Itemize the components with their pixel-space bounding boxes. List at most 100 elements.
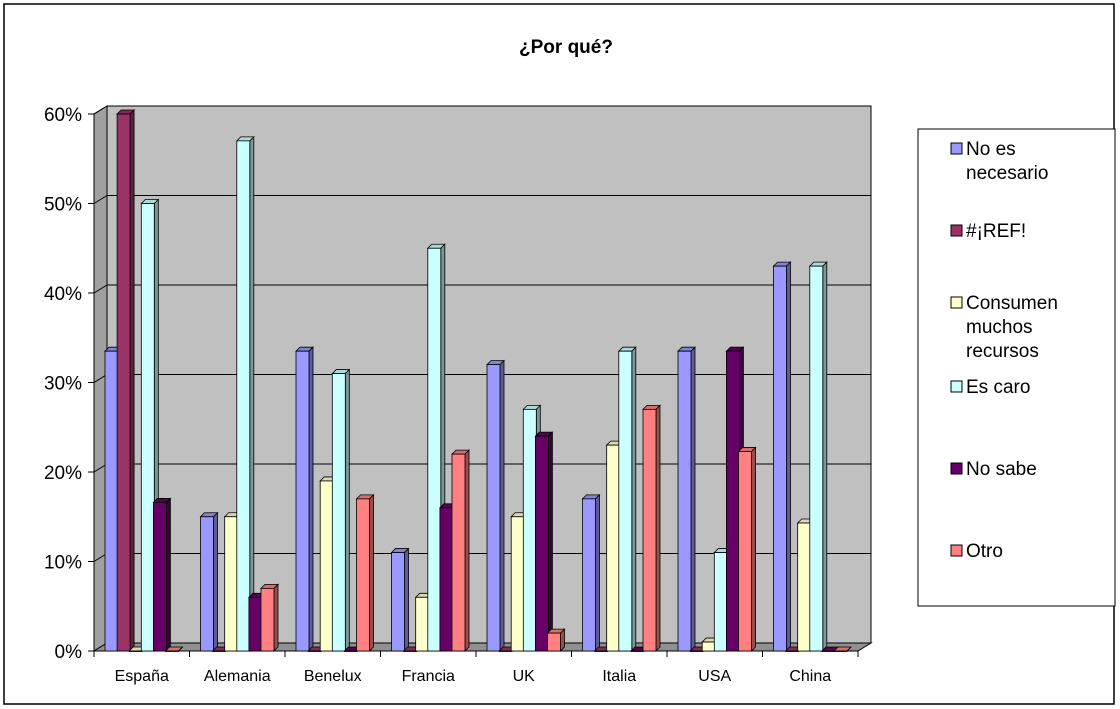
gridline-side bbox=[93, 284, 108, 294]
bar bbox=[677, 346, 696, 652]
legend-label: muchos bbox=[966, 317, 1033, 338]
legend-item: Consumen muchos recursos bbox=[950, 293, 1058, 362]
bar bbox=[642, 404, 661, 652]
bar-front bbox=[331, 373, 346, 652]
bar-side bbox=[690, 346, 696, 652]
bar bbox=[808, 261, 828, 652]
bar-side bbox=[129, 109, 135, 652]
bar-side bbox=[249, 135, 255, 652]
bar-side bbox=[369, 493, 374, 652]
bar bbox=[331, 368, 351, 652]
bar-front bbox=[833, 650, 848, 652]
legend-item: Otro bbox=[950, 541, 1003, 562]
bar-front bbox=[821, 650, 836, 652]
legend-box bbox=[917, 128, 1116, 607]
legend-item: Es caro bbox=[950, 377, 1030, 398]
bar bbox=[295, 346, 314, 652]
bar-front bbox=[642, 408, 657, 652]
bar-front bbox=[630, 650, 645, 652]
legend-label: No es bbox=[966, 139, 1016, 160]
legend-item: No es necesario bbox=[950, 139, 1048, 184]
legend-swatch bbox=[950, 296, 963, 309]
legend-swatch bbox=[950, 224, 963, 237]
bar-side bbox=[560, 628, 565, 652]
bar bbox=[152, 497, 172, 652]
bar-front bbox=[260, 587, 275, 652]
bar-front bbox=[689, 650, 704, 652]
legend-label: #¡REF! bbox=[966, 221, 1026, 242]
bar bbox=[546, 628, 566, 652]
bar-side bbox=[308, 346, 314, 652]
x-tick-label: UK bbox=[513, 668, 536, 685]
bar-side bbox=[464, 449, 470, 652]
legend-swatch bbox=[950, 462, 963, 475]
bar-front bbox=[343, 650, 358, 652]
bar-side bbox=[178, 646, 183, 652]
bar-front bbox=[582, 498, 596, 652]
bar bbox=[534, 431, 554, 652]
legend-label: necesario bbox=[966, 163, 1048, 184]
bar-front bbox=[522, 408, 537, 652]
bar bbox=[451, 449, 470, 652]
bar-front bbox=[307, 650, 322, 652]
bar-front bbox=[104, 350, 119, 652]
legend-swatch bbox=[950, 544, 963, 557]
y-tick-label: 0% bbox=[55, 642, 83, 663]
bar-front bbox=[128, 650, 143, 652]
bar bbox=[581, 493, 601, 652]
y-tick-label: 40% bbox=[44, 284, 82, 305]
bar bbox=[260, 583, 279, 652]
bar bbox=[199, 511, 219, 652]
bar bbox=[355, 493, 375, 652]
bar-front bbox=[677, 350, 692, 652]
bar-front bbox=[427, 247, 442, 652]
chart-title: ¿Por qué? bbox=[519, 37, 613, 58]
bar-front bbox=[415, 596, 430, 652]
legend-swatch bbox=[950, 380, 963, 393]
bar bbox=[235, 135, 255, 652]
bar bbox=[164, 646, 184, 652]
y-tick-label: 60% bbox=[44, 105, 82, 126]
bar bbox=[390, 547, 410, 652]
legend: No es necesario #¡REF! Consumen muchos recurs… bbox=[917, 128, 1116, 607]
bar-front bbox=[236, 140, 251, 652]
gridline-side bbox=[93, 105, 108, 115]
x-tick-label: Benelux bbox=[304, 668, 362, 685]
legend-label: recursos bbox=[966, 341, 1039, 362]
x-tick-label: Alemania bbox=[204, 668, 271, 685]
bar-front bbox=[486, 364, 501, 652]
bar bbox=[772, 261, 792, 652]
bar-front bbox=[319, 480, 334, 652]
bar bbox=[617, 346, 637, 652]
plot-area: 0% 10% 20% 30% 40% 50% 60% España Alemania Benelu… bbox=[44, 105, 873, 685]
bar-side bbox=[213, 511, 218, 652]
legend-label: No sabe bbox=[966, 459, 1037, 480]
bar bbox=[486, 359, 505, 652]
bar bbox=[833, 646, 852, 652]
bar-front bbox=[152, 502, 167, 652]
bar-front bbox=[439, 507, 454, 652]
x-tick-label: China bbox=[789, 668, 831, 685]
bar-side bbox=[499, 359, 505, 652]
legend-label: Es caro bbox=[966, 377, 1030, 398]
bar-front bbox=[606, 444, 621, 652]
bar-side bbox=[846, 646, 852, 652]
bar-side bbox=[751, 446, 756, 652]
bar-front bbox=[738, 451, 752, 652]
bar-side bbox=[165, 497, 171, 652]
y-tick-label: 30% bbox=[44, 374, 82, 395]
bar-front bbox=[809, 265, 824, 652]
x-tick-label: Italia bbox=[602, 668, 636, 685]
bar-front bbox=[403, 650, 418, 652]
bar-side bbox=[631, 346, 637, 652]
bar-side bbox=[404, 547, 409, 652]
legend-item: #¡REF! bbox=[950, 221, 1026, 242]
y-tick-label: 20% bbox=[44, 463, 82, 484]
bar-side bbox=[786, 261, 791, 652]
legend-label: Otro bbox=[966, 541, 1003, 562]
bar-side bbox=[273, 583, 279, 652]
bar-front bbox=[785, 650, 799, 652]
legend-item: No sabe bbox=[950, 459, 1037, 480]
